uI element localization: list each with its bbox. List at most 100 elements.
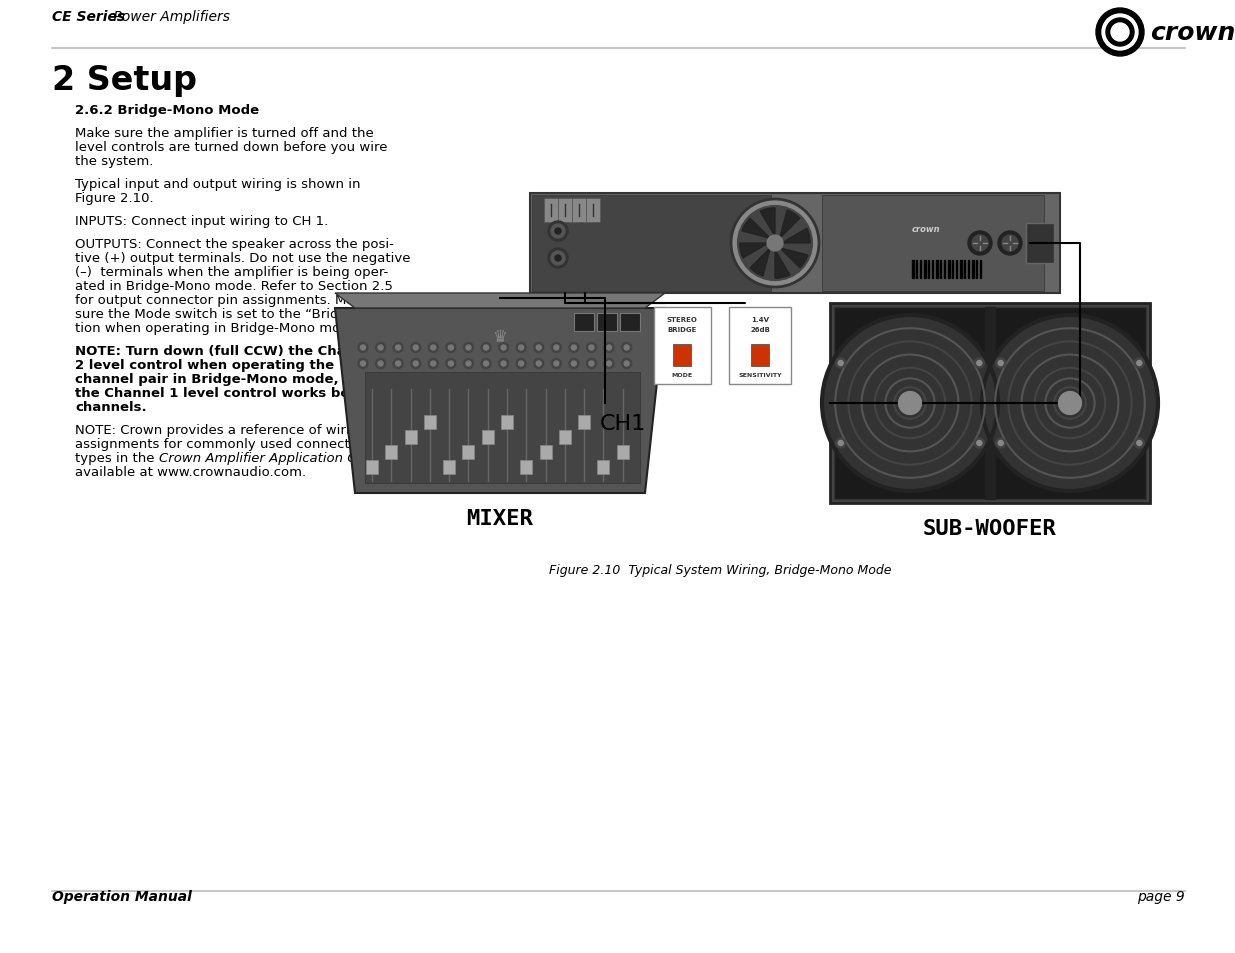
Circle shape xyxy=(548,249,568,269)
FancyBboxPatch shape xyxy=(482,431,494,444)
Circle shape xyxy=(463,359,473,369)
Circle shape xyxy=(446,359,456,369)
Text: types in the: types in the xyxy=(75,452,159,464)
Circle shape xyxy=(836,358,846,369)
Circle shape xyxy=(551,359,562,369)
Text: crown: crown xyxy=(911,224,940,233)
Text: tion when operating in Bridge-Mono mode.: tion when operating in Bridge-Mono mode. xyxy=(75,322,361,335)
Circle shape xyxy=(463,343,473,354)
Text: level controls are turned down before you wire: level controls are turned down before yo… xyxy=(75,141,388,153)
Circle shape xyxy=(1134,358,1145,369)
Circle shape xyxy=(823,315,998,492)
Circle shape xyxy=(553,361,558,367)
Text: sure the Mode switch is set to the “Bridge” posi-: sure the Mode switch is set to the “Brid… xyxy=(75,308,399,320)
Circle shape xyxy=(569,343,579,354)
Text: channel pair in Bridge-Mono mode, as: channel pair in Bridge-Mono mode, as xyxy=(75,373,361,386)
Circle shape xyxy=(998,361,1003,366)
FancyBboxPatch shape xyxy=(616,446,629,459)
Circle shape xyxy=(431,361,436,367)
Text: for output connector pin assignments. Make: for output connector pin assignments. Ma… xyxy=(75,294,370,307)
Circle shape xyxy=(1134,438,1145,449)
Circle shape xyxy=(499,343,509,354)
Circle shape xyxy=(621,359,631,369)
Circle shape xyxy=(995,438,1005,449)
Circle shape xyxy=(375,359,385,369)
Text: MODE: MODE xyxy=(672,373,693,377)
Circle shape xyxy=(378,361,383,367)
Circle shape xyxy=(411,343,421,354)
FancyBboxPatch shape xyxy=(673,345,692,367)
Text: BRIDGE: BRIDGE xyxy=(667,327,697,333)
Text: CE Series: CE Series xyxy=(52,10,125,24)
Circle shape xyxy=(998,441,1003,446)
Circle shape xyxy=(446,343,456,354)
Text: Make sure the amplifier is turned off and the: Make sure the amplifier is turned off an… xyxy=(75,127,374,140)
Circle shape xyxy=(836,438,846,449)
Text: SENSITIVITY: SENSITIVITY xyxy=(739,373,782,377)
Polygon shape xyxy=(776,229,810,244)
Text: 2 level control when operating the: 2 level control when operating the xyxy=(75,358,335,372)
FancyBboxPatch shape xyxy=(462,446,474,459)
Bar xyxy=(972,261,973,278)
Circle shape xyxy=(1058,392,1082,415)
Text: available at www.crownaudio.com.: available at www.crownaudio.com. xyxy=(75,465,306,478)
Circle shape xyxy=(624,346,629,351)
FancyBboxPatch shape xyxy=(532,195,771,292)
Circle shape xyxy=(448,361,453,367)
Circle shape xyxy=(480,359,492,369)
Circle shape xyxy=(589,346,594,351)
Circle shape xyxy=(621,343,631,354)
Circle shape xyxy=(551,343,562,354)
Circle shape xyxy=(516,359,526,369)
Circle shape xyxy=(516,343,526,354)
Polygon shape xyxy=(335,309,664,494)
FancyBboxPatch shape xyxy=(530,193,1060,294)
Circle shape xyxy=(358,359,368,369)
Circle shape xyxy=(501,361,506,367)
Polygon shape xyxy=(776,211,800,244)
FancyBboxPatch shape xyxy=(443,460,456,475)
Polygon shape xyxy=(740,244,776,258)
Bar xyxy=(947,261,950,278)
Polygon shape xyxy=(776,244,808,269)
Circle shape xyxy=(519,361,524,367)
Circle shape xyxy=(555,229,561,234)
Circle shape xyxy=(737,207,813,281)
FancyBboxPatch shape xyxy=(559,431,571,444)
Text: tive (+) output terminals. Do not use the negative: tive (+) output terminals. Do not use th… xyxy=(75,252,410,265)
Circle shape xyxy=(767,235,783,252)
Circle shape xyxy=(429,359,438,369)
Text: assignments for commonly used connector: assignments for commonly used connector xyxy=(75,437,363,451)
Polygon shape xyxy=(335,294,664,309)
Text: MIXER: MIXER xyxy=(467,509,534,529)
FancyBboxPatch shape xyxy=(598,460,609,475)
Circle shape xyxy=(604,343,614,354)
Circle shape xyxy=(411,359,421,369)
Circle shape xyxy=(968,232,992,255)
Circle shape xyxy=(466,361,471,367)
FancyBboxPatch shape xyxy=(540,446,552,459)
Text: INPUTS: Connect input wiring to CH 1.: INPUTS: Connect input wiring to CH 1. xyxy=(75,214,329,228)
FancyBboxPatch shape xyxy=(366,460,378,475)
Circle shape xyxy=(393,343,403,354)
Text: 26dB: 26dB xyxy=(750,327,769,333)
Bar xyxy=(936,261,937,278)
Circle shape xyxy=(587,343,597,354)
Text: (–)  terminals when the amplifier is being oper-: (–) terminals when the amplifier is bein… xyxy=(75,266,388,278)
Circle shape xyxy=(393,359,403,369)
Circle shape xyxy=(431,346,436,351)
Circle shape xyxy=(536,346,541,351)
FancyBboxPatch shape xyxy=(574,314,594,332)
FancyBboxPatch shape xyxy=(558,199,572,223)
Circle shape xyxy=(555,255,561,262)
FancyBboxPatch shape xyxy=(620,314,640,332)
Text: Figure 2.10.: Figure 2.10. xyxy=(75,192,153,205)
FancyBboxPatch shape xyxy=(572,199,585,223)
Circle shape xyxy=(972,235,988,252)
Circle shape xyxy=(361,346,366,351)
Circle shape xyxy=(553,346,558,351)
Text: CH1: CH1 xyxy=(600,414,646,434)
Circle shape xyxy=(1102,15,1137,51)
Text: Crown Amplifier Application Guide: Crown Amplifier Application Guide xyxy=(159,452,385,464)
FancyBboxPatch shape xyxy=(830,304,1150,503)
